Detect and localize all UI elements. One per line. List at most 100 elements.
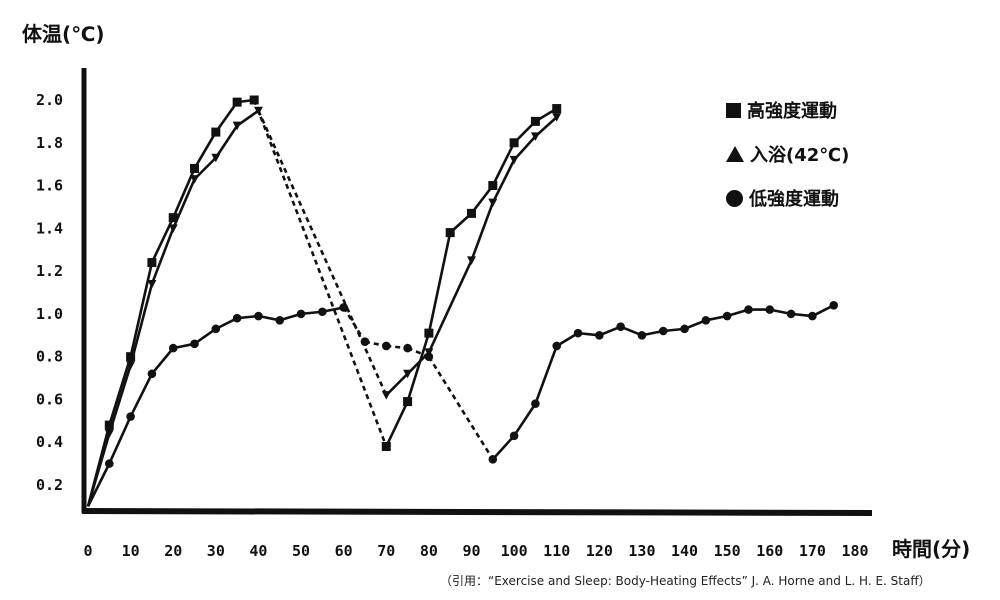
x-tick-label: 30	[207, 542, 225, 560]
data-point-circle	[701, 316, 711, 325]
x-tick-label: 100	[501, 542, 528, 560]
data-point-triangle	[403, 369, 413, 379]
data-point-triangle	[253, 106, 263, 116]
y-tick-label: 1.4	[36, 219, 63, 237]
legend-label: 入浴(42℃)	[750, 145, 850, 166]
data-point-square	[552, 104, 562, 114]
data-point-triangle	[147, 279, 157, 289]
legend-item-high-intensity: 高強度運動	[726, 88, 849, 132]
series-line-segment	[513, 403, 537, 437]
series-line-segment	[491, 159, 516, 204]
data-point-circle	[105, 459, 114, 468]
series-line-segment	[193, 131, 217, 170]
x-tick-label: 20	[164, 542, 182, 560]
data-point-circle	[531, 399, 540, 409]
data-point-circle	[381, 341, 391, 351]
triangle-marker-icon	[726, 146, 744, 162]
data-point-circle	[722, 311, 732, 321]
series-line-segment	[150, 227, 175, 285]
series-line-segment	[427, 232, 452, 334]
y-tick-label: 0.2	[36, 476, 63, 494]
data-point-square	[467, 208, 476, 218]
x-tick-label: 60	[335, 542, 353, 560]
x-tick-label: 150	[714, 542, 741, 560]
series-lines	[86, 98, 835, 507]
series-line-segment	[427, 355, 494, 461]
x-tick-label: 140	[671, 542, 698, 560]
data-point-square	[126, 352, 136, 362]
y-tick-label: 0.8	[36, 348, 63, 366]
data-point-triangle	[381, 391, 391, 400]
square-marker-icon	[726, 102, 741, 118]
series-line-segment	[214, 124, 239, 159]
series-line-segment	[257, 110, 388, 396]
data-point-circle	[339, 303, 348, 312]
data-point-square	[530, 116, 540, 126]
series-line-segment	[129, 283, 154, 366]
data-point-circle	[680, 324, 689, 334]
y-tick-label: 1.6	[36, 177, 63, 195]
data-point-circle	[168, 343, 178, 353]
data-point-circle	[658, 326, 668, 336]
circle-marker-icon	[726, 189, 743, 207]
series-line-segment	[193, 327, 217, 345]
data-point-triangle	[530, 132, 540, 141]
x-axis-title: 時間(分)	[892, 537, 971, 561]
series-line-segment	[86, 433, 111, 507]
data-point-circle	[147, 369, 157, 379]
data-point-circle	[254, 311, 263, 321]
x-tick-label: 160	[756, 542, 783, 560]
legend-item-bath: 入浴(42℃)	[726, 132, 849, 176]
x-tick-label: 50	[292, 542, 310, 560]
series-markers	[104, 95, 838, 468]
series-line-segment	[214, 101, 239, 133]
data-point-circle	[318, 307, 327, 317]
data-point-triangle	[232, 121, 242, 131]
data-point-triangle	[104, 429, 114, 439]
x-tick-label: 90	[462, 542, 480, 560]
series-line-segment	[129, 373, 154, 418]
data-point-circle	[424, 352, 434, 361]
series-line-segment	[108, 356, 132, 426]
series-line-segment	[129, 262, 154, 357]
data-point-circle	[360, 337, 370, 346]
x-tick-label: 10	[122, 542, 140, 560]
data-point-circle	[637, 330, 647, 340]
data-point-circle	[296, 309, 306, 319]
data-point-triangle	[126, 361, 136, 370]
data-point-square	[381, 442, 391, 451]
data-point-circle	[552, 341, 562, 351]
legend: 高強度運動 入浴(42℃) 低強度運動	[726, 88, 849, 220]
data-point-circle	[808, 311, 817, 321]
x-tick-label: 170	[799, 542, 826, 560]
data-point-circle	[509, 431, 519, 441]
data-point-square	[104, 420, 114, 430]
series-line-segment	[108, 416, 132, 465]
y-tick-label: 0.6	[36, 390, 63, 408]
series-line-segment	[150, 347, 175, 375]
y-tick-label: 1.8	[36, 134, 63, 152]
x-axis-line	[81, 508, 873, 516]
y-tick-label: 1.0	[36, 305, 63, 323]
series-line-segment	[470, 202, 495, 261]
data-point-triangle	[168, 224, 178, 233]
series-line-segment	[470, 184, 494, 215]
data-point-triangle	[190, 175, 200, 184]
data-point-triangle	[509, 155, 519, 165]
data-point-square	[190, 163, 200, 173]
data-point-circle	[744, 305, 753, 314]
series-line-segment	[342, 306, 367, 343]
data-point-triangle	[552, 113, 562, 122]
data-point-square	[211, 127, 221, 137]
y-tick-label: 1.2	[36, 262, 63, 280]
data-point-square	[168, 213, 178, 223]
y-axis-title: 体温(℃)	[22, 22, 105, 46]
axes	[81, 68, 873, 516]
x-tick-label: 0	[83, 542, 92, 560]
x-tick-label: 120	[586, 542, 613, 560]
x-tick-label: 40	[249, 542, 267, 560]
x-tick-label: 180	[841, 542, 868, 560]
data-point-circle	[573, 328, 583, 338]
data-point-square	[232, 97, 242, 107]
data-point-circle	[403, 343, 412, 353]
